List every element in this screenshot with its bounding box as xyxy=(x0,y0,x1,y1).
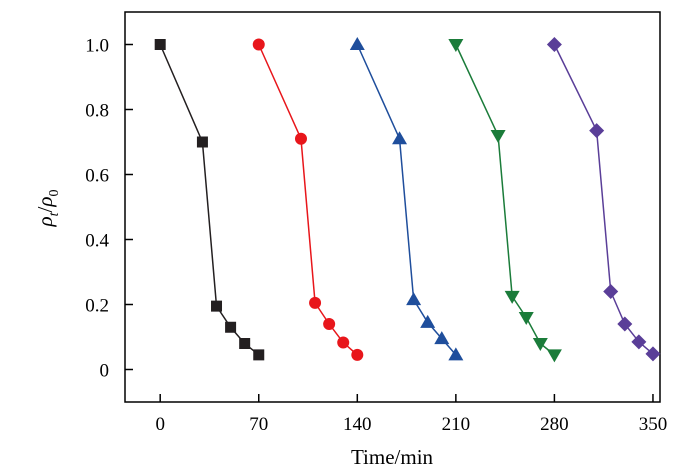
data-point-triangle-down xyxy=(490,130,506,143)
x-tick-label: 280 xyxy=(540,414,569,435)
y-axis-label-sub2: 0 xyxy=(47,190,62,197)
data-point-square xyxy=(239,338,251,349)
data-point-circle xyxy=(337,336,350,349)
y-tick-label: 0.4 xyxy=(85,231,109,252)
data-point-circle xyxy=(252,38,265,51)
data-point-diamond xyxy=(603,284,619,299)
data-point-triangle-down xyxy=(504,290,520,304)
y-tick-label: 0.2 xyxy=(85,296,109,317)
series-square xyxy=(154,39,265,361)
data-point-diamond xyxy=(617,316,633,332)
series-diamond xyxy=(546,37,661,362)
data-point-triangle-down xyxy=(448,39,464,52)
y-tick-label: 0.8 xyxy=(85,101,109,122)
data-point-triangle-up xyxy=(406,292,422,306)
x-tick-label: 350 xyxy=(639,414,668,435)
y-tick-label: 0 xyxy=(100,361,110,382)
series-line xyxy=(356,44,457,356)
series-line xyxy=(553,44,654,355)
data-point-triangle-up xyxy=(349,37,365,50)
series-line xyxy=(159,44,260,356)
data-point-triangle-down xyxy=(546,349,562,363)
y-tick-label: 1.0 xyxy=(85,36,109,57)
y-axis-label-sep: / xyxy=(33,206,57,212)
x-tick-label: 210 xyxy=(442,414,471,435)
series-triangle-down xyxy=(448,39,562,363)
data-point-circle xyxy=(351,348,364,361)
data-point-diamond xyxy=(589,123,605,139)
series-line xyxy=(258,44,358,356)
plot-frame xyxy=(124,11,661,403)
data-point-triangle-down xyxy=(532,338,548,351)
data-point-diamond xyxy=(546,37,562,52)
x-axis-label: Time/min xyxy=(351,445,434,469)
data-point-circle xyxy=(323,318,336,330)
data-point-triangle-up xyxy=(392,131,408,145)
data-point-triangle-up xyxy=(420,314,436,328)
axes xyxy=(124,11,661,403)
data-point-triangle-up xyxy=(448,347,464,361)
series-circle xyxy=(252,38,364,361)
y-axis-label-base1: ρ xyxy=(33,216,57,227)
y-tick-label: 0.6 xyxy=(85,166,109,187)
data-point-square xyxy=(253,349,265,361)
y-axis-label-base2: ρ xyxy=(33,197,57,208)
x-tick-label: 140 xyxy=(343,414,372,435)
data-point-circle xyxy=(309,296,322,309)
data-point-diamond xyxy=(631,334,647,350)
data-point-diamond xyxy=(645,346,661,362)
data-point-triangle-up xyxy=(434,331,450,345)
series-triangle-up xyxy=(349,37,464,361)
ticks: 0 70 140 210 280 350 0 0.2 0.4 0.6 0.8 1.0 xyxy=(85,36,667,436)
data-point-square xyxy=(211,300,223,312)
series xyxy=(154,37,661,363)
data-point-square xyxy=(196,136,208,148)
data-point-square xyxy=(225,321,237,333)
series-line xyxy=(455,44,555,356)
y-axis-label: ρt/ρ0 xyxy=(33,190,62,228)
x-tick-label: 0 xyxy=(155,414,165,435)
data-point-square xyxy=(154,39,166,50)
y-axis-label-sub1: t xyxy=(47,211,62,216)
data-point-triangle-down xyxy=(518,312,534,325)
data-point-circle xyxy=(294,132,307,145)
x-tick-label: 70 xyxy=(249,414,268,435)
